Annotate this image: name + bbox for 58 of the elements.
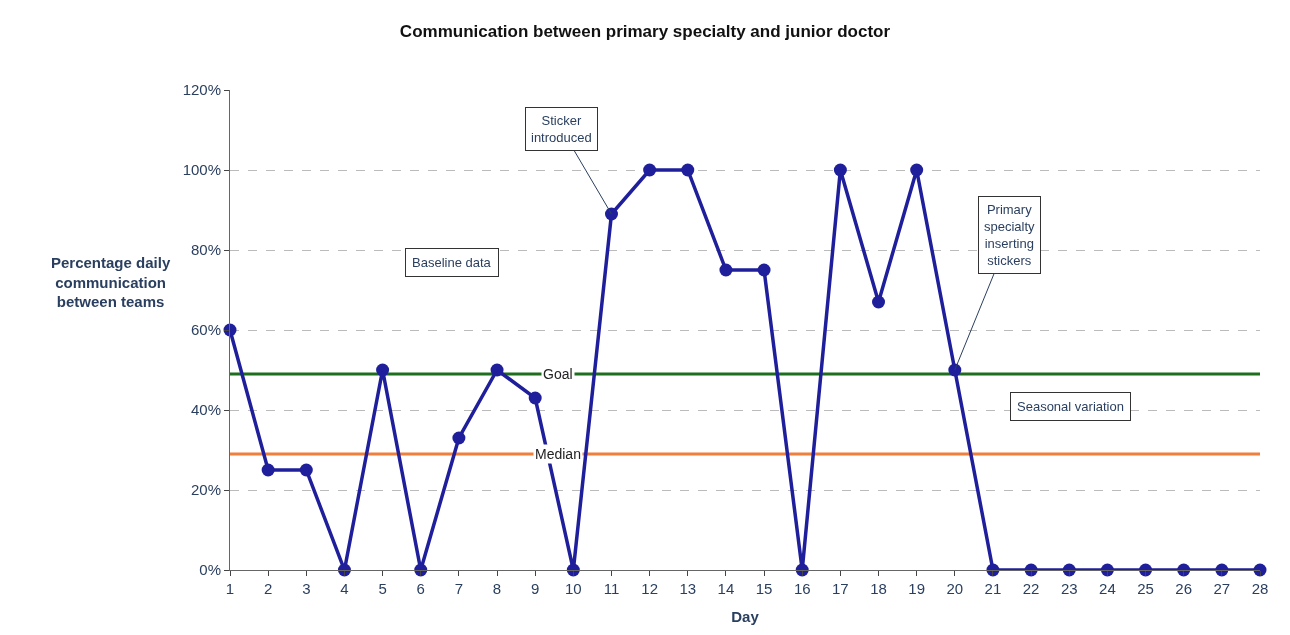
annotation: Seasonal variation: [1017, 399, 1124, 414]
ref-line-label: Goal: [543, 366, 573, 382]
x-tick-label: 6: [416, 580, 425, 597]
point: [643, 163, 657, 177]
x-tick-label: 8: [492, 580, 502, 597]
x-tick-label: 19: [908, 580, 926, 597]
x-tick-label: 12: [641, 580, 658, 597]
chart-title: Communication between primary specialty and junior doctor: [399, 22, 891, 42]
x-tick-label: 26: [1175, 580, 1193, 597]
y-tick-label: 120%: [182, 81, 221, 99]
x-tick-label: 2: [263, 580, 273, 597]
ref-line-label: Median: [535, 446, 581, 462]
y-axis-title: Percentage daily communication between teams: [51, 254, 171, 310]
y-tick-label: 80%: [190, 241, 221, 259]
x-tick-label: 28: [1251, 580, 1269, 597]
y-tick-label: 0%: [199, 561, 221, 579]
point: [681, 163, 695, 177]
x-tick-label: 16: [793, 580, 811, 597]
x-tick-label: 3: [302, 580, 311, 597]
annotation: Baseline data: [412, 255, 492, 270]
x-tick-label: 23: [1060, 580, 1078, 597]
y-tick-label: 100%: [182, 161, 221, 179]
point: [833, 163, 847, 177]
point: [376, 363, 390, 377]
x-tick-label: 10: [564, 580, 582, 597]
annotation: Primary specialty inserting stickers: [984, 202, 1036, 268]
x-tick-label: 27: [1213, 580, 1231, 597]
x-tick-label: 20: [946, 580, 964, 597]
x-tick-label: 13: [679, 580, 697, 597]
point: [910, 163, 924, 177]
point: [299, 463, 313, 477]
x-tick-label: 11: [603, 580, 620, 597]
x-tick-label: 24: [1099, 580, 1116, 597]
point: [528, 391, 542, 405]
x-tick-label: 4: [340, 580, 349, 597]
y-tick-label: 20%: [190, 481, 221, 499]
x-tick-label: 1: [225, 580, 235, 597]
y-tick-label: 40%: [190, 401, 221, 419]
x-tick-label: 22: [1022, 580, 1040, 597]
x-tick-label: 14: [717, 580, 735, 597]
point: [490, 363, 504, 377]
x-tick-label: 15: [755, 580, 773, 597]
point: [452, 431, 466, 445]
x-tick-label: 21: [984, 580, 1002, 597]
x-tick-label: 9: [531, 580, 540, 597]
annotation: Sticker introduced: [531, 113, 592, 145]
point: [604, 207, 618, 221]
point: [719, 263, 733, 277]
x-tick-label: 7: [454, 580, 464, 597]
point: [872, 295, 886, 309]
point: [261, 463, 275, 477]
y-tick-label: 60%: [190, 321, 221, 339]
point: [757, 263, 771, 277]
x-tick-label: 5: [378, 580, 387, 597]
x-axis-title: Day: [731, 608, 760, 625]
x-tick-label: 18: [870, 580, 887, 597]
x-tick-label: 25: [1137, 580, 1154, 597]
x-tick-label: 17: [832, 580, 849, 597]
